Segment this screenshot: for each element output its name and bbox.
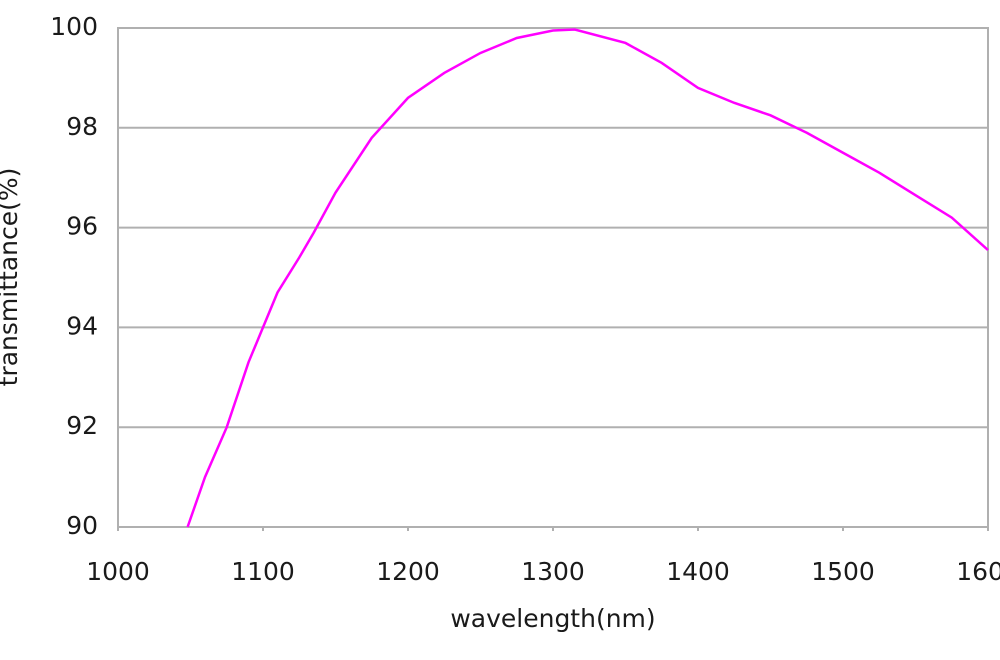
x-tick-label: 1000 [86,557,150,586]
x-axis-label: wavelength(nm) [450,604,655,633]
x-tick-label: 1100 [231,557,295,586]
x-tick-label: 1500 [811,557,875,586]
y-tick-label: 96 [66,212,98,241]
x-tick-label: 1600 [956,557,1000,586]
x-tick-label: 1200 [376,557,440,586]
y-tick-label: 90 [66,511,98,540]
y-axis-label: transmittance(%) [0,168,23,387]
x-tick-label: 1400 [666,557,730,586]
plot-area [117,27,989,528]
y-tick-label: 94 [66,311,98,340]
y-tick-label: 92 [66,411,98,440]
x-tick-label: 1300 [521,557,585,586]
y-tick-label: 98 [66,112,98,141]
y-tick-label: 100 [50,12,98,41]
data-line [186,28,989,528]
